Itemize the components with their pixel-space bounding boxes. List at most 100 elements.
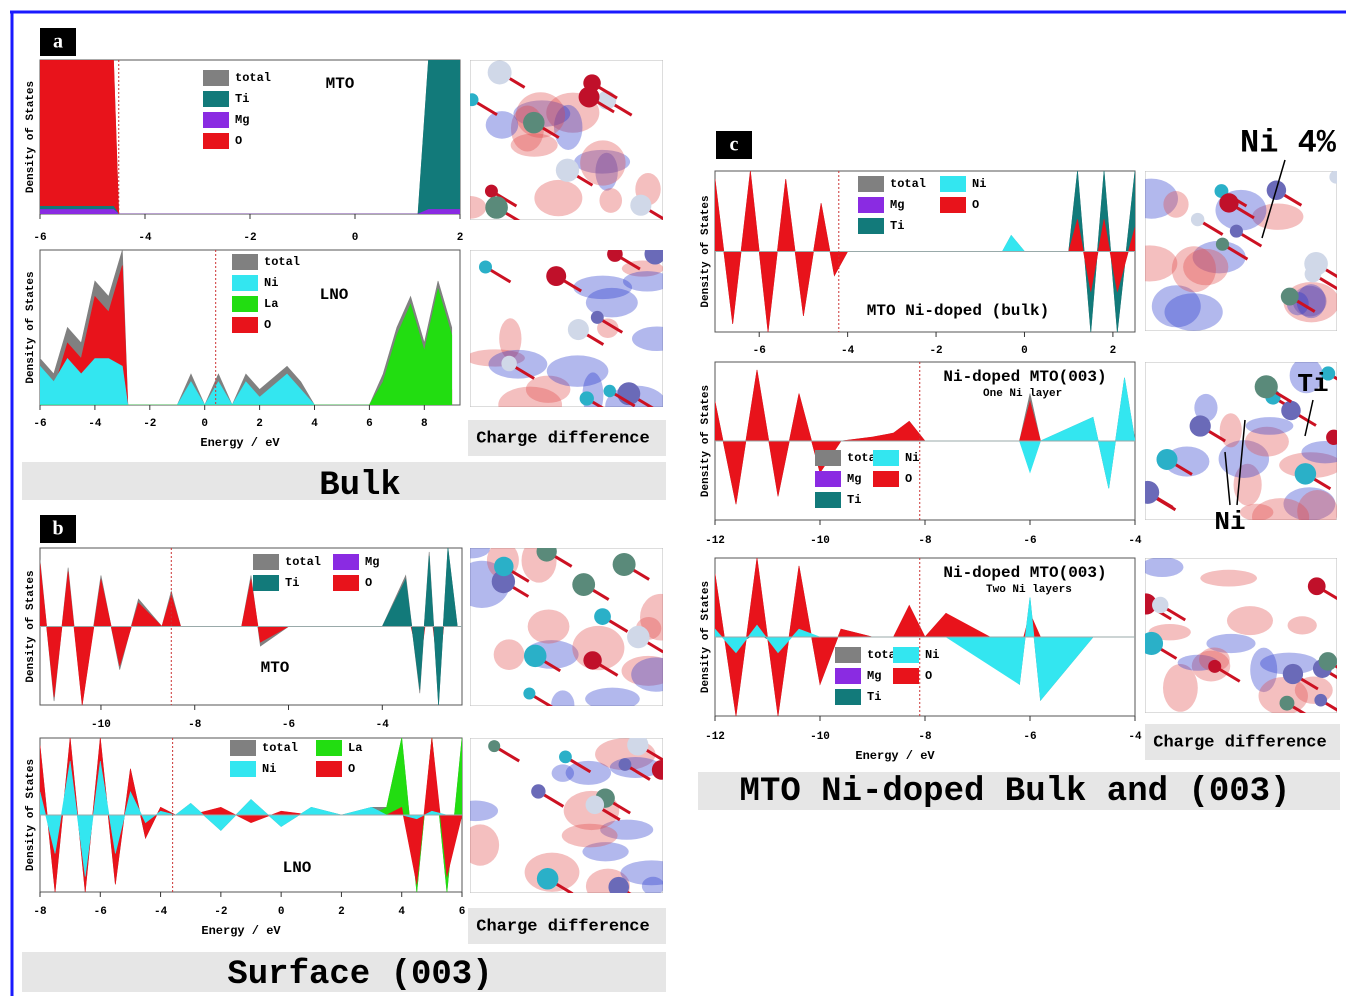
charge-blob — [534, 180, 582, 216]
atom — [559, 750, 572, 763]
image-content — [1122, 170, 1346, 331]
structure-image — [466, 243, 682, 426]
x-tick-label: -2 — [243, 232, 256, 244]
dos-chart: -6-4-202Density of StatesMTOtotalTiMgO — [25, 60, 463, 244]
y-axis-label: Density of States — [25, 759, 37, 871]
atom — [556, 159, 579, 182]
chart-subtitle: Two Ni layers — [986, 584, 1072, 596]
x-tick-label: 6 — [366, 418, 373, 430]
legend-label: La — [264, 297, 278, 311]
x-tick-label: 4 — [311, 418, 318, 430]
atom — [1152, 597, 1168, 613]
x-tick-label: -4 — [154, 906, 168, 918]
charge-blob — [621, 860, 683, 885]
charge-blob — [1297, 490, 1337, 533]
atom — [604, 385, 616, 397]
x-tick-label: 4 — [398, 906, 405, 918]
atom — [494, 557, 514, 577]
atom — [1280, 696, 1295, 711]
charge-blob — [1220, 413, 1242, 447]
legend-swatch — [203, 112, 229, 128]
atom — [524, 645, 547, 668]
legend-swatch — [873, 450, 899, 466]
legend-label: Ni — [972, 177, 986, 191]
atom — [619, 758, 632, 771]
charge-blob — [552, 764, 574, 781]
x-tick-label: 2 — [1110, 345, 1117, 357]
x-tick-label: -6 — [94, 906, 107, 918]
x-tick-label: 0 — [1021, 345, 1028, 357]
annotation: Ni — [1214, 507, 1245, 537]
atom — [1295, 463, 1316, 484]
legend-swatch — [253, 575, 279, 591]
x-tick-label: -2 — [143, 418, 156, 430]
legend-label: total — [262, 741, 298, 755]
atom — [1208, 660, 1221, 673]
legend-swatch — [232, 296, 258, 312]
atom — [583, 651, 601, 669]
legend-swatch — [232, 275, 258, 291]
charge-blob — [580, 140, 625, 185]
charge-blob — [1200, 570, 1257, 587]
x-tick-label: -6 — [1023, 731, 1036, 743]
x-tick-label: 2 — [256, 418, 263, 430]
y-axis-label: Density of States — [700, 581, 712, 693]
x-tick-label: -4 — [841, 345, 855, 357]
legend-swatch — [940, 197, 966, 213]
atom — [546, 266, 566, 286]
atom — [1255, 375, 1278, 398]
charge-blob — [1297, 284, 1326, 318]
charge-blob — [1246, 417, 1294, 435]
legend-label: total — [264, 255, 300, 269]
charge-blob — [631, 657, 680, 691]
atom — [586, 796, 605, 815]
legend-label: Ti — [867, 690, 881, 704]
image-content — [452, 538, 682, 719]
x-tick-label: -8 — [918, 731, 932, 743]
image-content — [466, 243, 682, 426]
legend-label: La — [348, 741, 362, 755]
legend-label: Mg — [867, 669, 881, 683]
legend-label: Mg — [890, 198, 904, 212]
panel-label: a — [53, 31, 63, 53]
caption: MTO Ni-doped Bulk and (003) — [740, 773, 1291, 811]
x-tick-label: -6 — [1023, 535, 1036, 547]
atom — [627, 734, 648, 755]
x-tick-label: -4 — [1128, 731, 1142, 743]
atom — [652, 760, 672, 780]
charge-blob — [551, 690, 574, 719]
x-axis-label: Energy / eV — [855, 749, 935, 763]
legend-label: O — [264, 318, 271, 332]
x-tick-label: -4 — [376, 719, 390, 731]
atom — [501, 356, 516, 371]
x-tick-label: -10 — [91, 719, 111, 731]
x-tick-label: -12 — [705, 535, 725, 547]
legend-swatch — [815, 492, 841, 508]
legend-label: O — [348, 762, 355, 776]
legend-swatch — [858, 197, 884, 213]
atom — [580, 391, 594, 405]
x-tick-label: 8 — [421, 418, 428, 430]
y-axis-label: Density of States — [700, 385, 712, 497]
page: Bulk Surface (003) MTO Ni-doped Bulk and… — [0, 0, 1346, 996]
charge-blob — [1227, 606, 1273, 635]
structure-image — [452, 538, 682, 719]
x-tick-label: 2 — [338, 906, 345, 918]
charge-blob — [486, 111, 518, 139]
atom — [523, 687, 535, 699]
chart-title: MTO — [261, 659, 290, 677]
x-tick-label: -6 — [753, 345, 766, 357]
atom — [568, 319, 589, 340]
image-content — [454, 60, 666, 222]
legend-swatch — [253, 554, 279, 570]
chart-title: LNO — [320, 286, 349, 304]
legend-label: O — [365, 576, 372, 590]
panel-label: b — [52, 518, 63, 540]
atom — [488, 60, 512, 84]
charge-blob — [632, 326, 682, 351]
y-axis-label: Density of States — [25, 81, 37, 193]
legend-label: O — [905, 472, 912, 486]
x-tick-label: -6 — [282, 719, 295, 731]
charge-blob — [498, 387, 562, 423]
